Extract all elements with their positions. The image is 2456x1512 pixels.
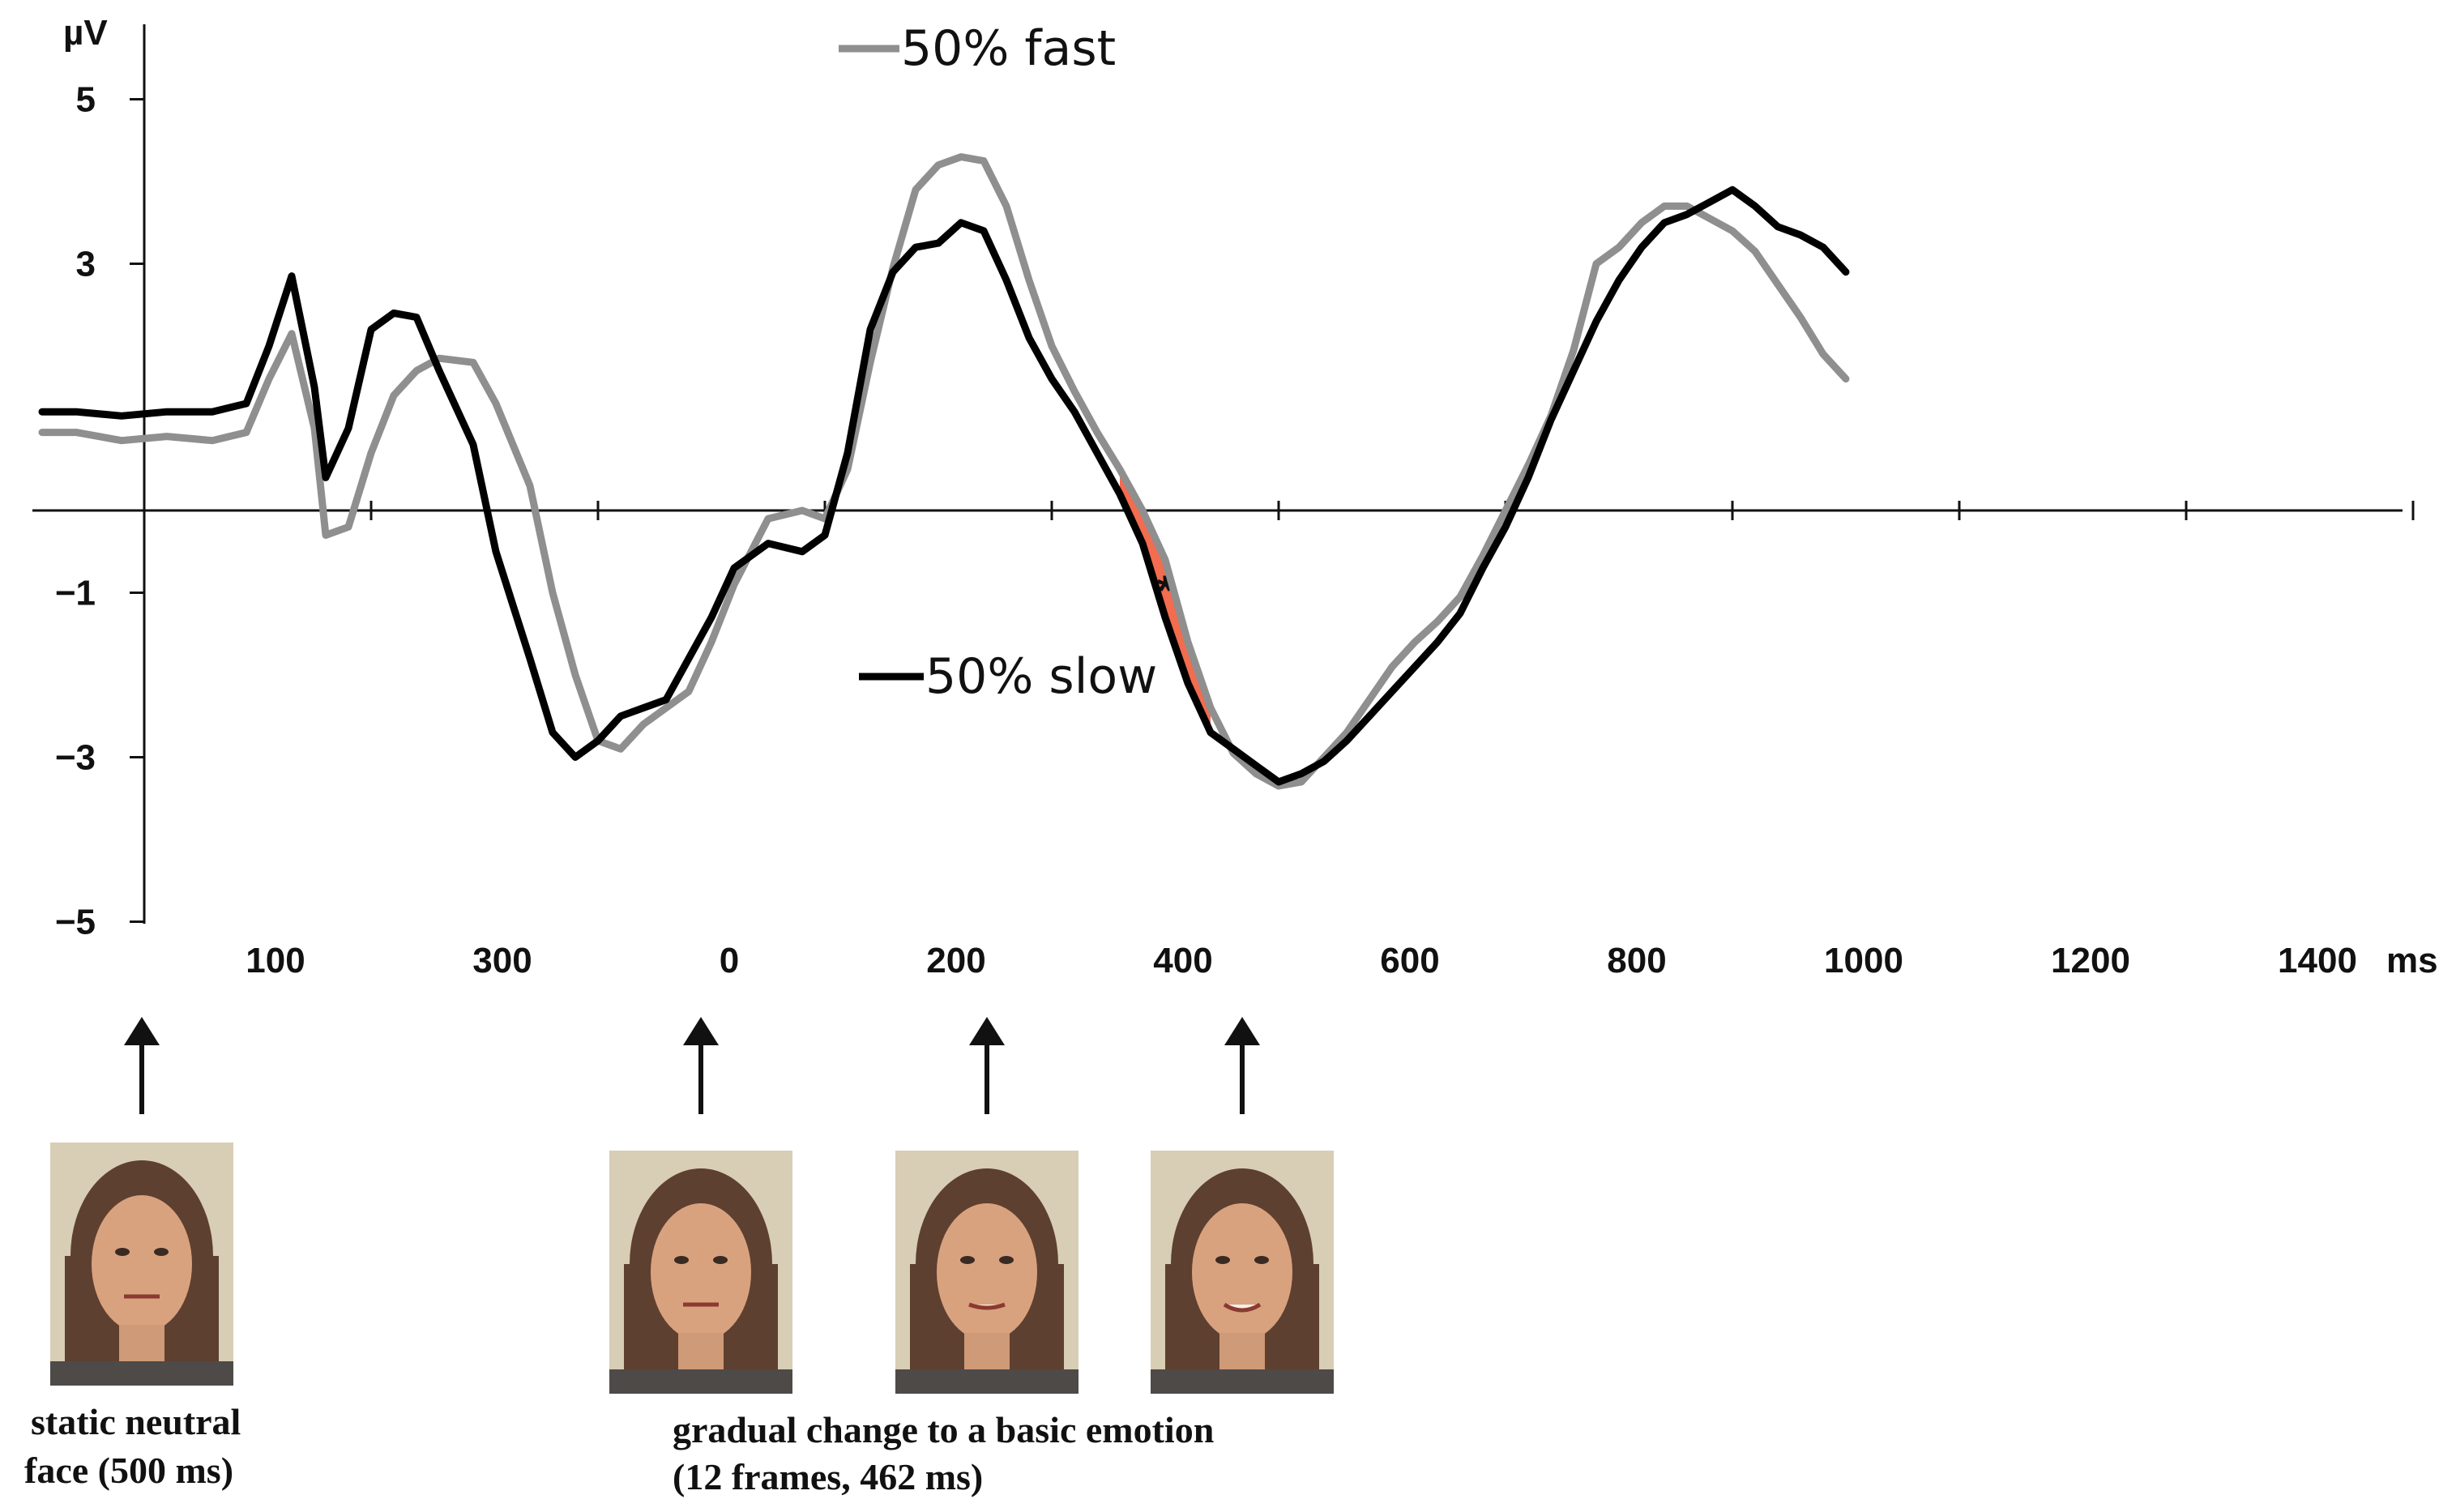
y-unit-label: µV	[63, 13, 108, 53]
face-thumbnail	[895, 1151, 1079, 1394]
x-unit-label: ms	[2386, 941, 2438, 980]
face-thumbnail	[609, 1151, 792, 1394]
x-tick-label: 100	[246, 941, 305, 980]
legend-fast-label: 50% fast	[901, 20, 1116, 77]
series-fast-line	[38, 153, 1850, 790]
stimulus-arrow-head	[969, 1017, 1005, 1045]
x-tick-label: 300	[472, 941, 532, 980]
stimulus-arrow-head	[683, 1017, 719, 1045]
stimulus-arrow-head	[1224, 1017, 1260, 1045]
caption-gradual-line2: (12 frames, 462 ms)	[673, 1456, 983, 1497]
y-tick-label: 5	[76, 80, 96, 120]
x-tick-label: 1200	[2051, 941, 2130, 980]
x-tick-label: 600	[1380, 941, 1439, 980]
stimulus-arrow-head	[124, 1017, 160, 1045]
face-thumbnail	[50, 1143, 233, 1386]
caption-static-line2: face (500 ms)	[24, 1450, 233, 1491]
face-thumbnail	[1151, 1151, 1334, 1394]
y-tick-label: −5	[55, 903, 96, 942]
y-tick-label: 3	[76, 245, 96, 284]
x-tick-label: 400	[1153, 941, 1212, 980]
series-slow-line	[38, 186, 1850, 786]
legend-slow-label: 50% slow	[925, 648, 1157, 705]
y-tick-label: −1	[55, 574, 96, 613]
x-tick-label: 1400	[2278, 941, 2357, 980]
x-tick-label: 1000	[1824, 941, 1903, 980]
x-tick-label: 800	[1607, 941, 1666, 980]
x-tick-label: 200	[926, 941, 985, 980]
x-tick-label: 0	[720, 941, 739, 980]
y-tick-label: −3	[55, 738, 96, 778]
caption-gradual-line1: gradual change to a basic emotion	[673, 1409, 1214, 1450]
caption-static-line1: static neutral	[31, 1401, 241, 1442]
